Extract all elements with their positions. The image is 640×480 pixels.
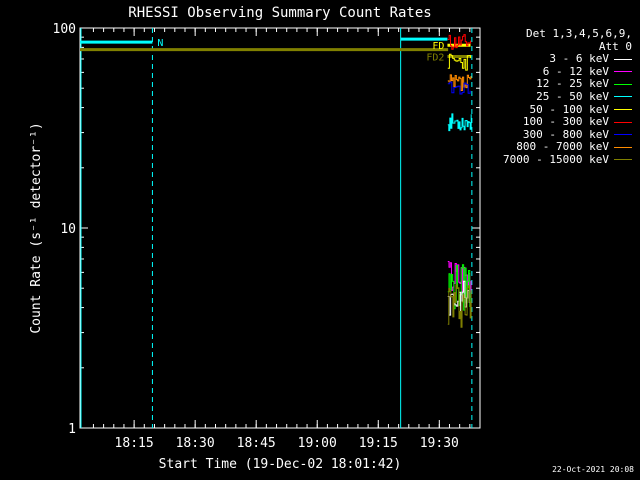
- x-axis-label: Start Time (19-Dec-02 18:01:42): [159, 457, 402, 472]
- x-tick-label: 19:00: [298, 436, 337, 451]
- legend-item: 25 - 50 keV: [503, 89, 632, 104]
- legend-title: Det 1,3,4,5,6,9,: [526, 27, 632, 40]
- legend-label: 50 - 100 keV: [529, 102, 609, 116]
- legend-swatch: [614, 146, 632, 148]
- x-tick-label: 19:30: [420, 436, 459, 451]
- legend-label: 6 - 12 keV: [542, 64, 609, 78]
- x-tick-label: 18:30: [176, 436, 215, 451]
- y-axis-label: Count Rate (s⁻¹ detector⁻¹): [29, 122, 44, 333]
- series-line: [447, 81, 471, 95]
- chart-title: RHESSI Observing Summary Count Rates: [128, 5, 431, 21]
- flag-label: N: [157, 38, 163, 49]
- legend-swatch: [614, 121, 632, 123]
- legend-swatch: [614, 109, 632, 111]
- legend-item: 12 - 25 keV: [503, 78, 632, 91]
- legend-item: 50 - 100 keV: [503, 102, 632, 117]
- legend-subtitle: Att 0: [598, 39, 632, 53]
- legend-swatch: [614, 83, 632, 85]
- legend-label: 300 - 800 keV: [522, 127, 609, 141]
- legend-swatch: [614, 58, 632, 60]
- series-line: [447, 74, 472, 92]
- legend-item: 300 - 800 keV: [503, 127, 632, 142]
- flag-label: FD2: [426, 53, 444, 64]
- series-line: [447, 34, 472, 50]
- x-tick-label: 18:15: [115, 436, 154, 451]
- legend-item: 100 - 300 keV: [503, 115, 632, 129]
- legend-swatch: [614, 71, 632, 73]
- series-line: [447, 53, 472, 71]
- timestamp: 22-Oct-2021 20:08: [552, 465, 634, 474]
- x-tick-label: 19:15: [359, 436, 398, 451]
- legend-swatch: [614, 96, 632, 98]
- legend-label: 7000 - 15000 keV: [503, 152, 609, 166]
- y-tick-label: 10: [60, 222, 76, 237]
- legend-swatch: [614, 159, 632, 161]
- legend: Det 1,3,4,5,6,9, Att 0 3 - 6 keV 6 - 12 k…: [503, 27, 632, 167]
- legend-label: 100 - 300 keV: [522, 115, 609, 129]
- plot-frame: [79, 27, 481, 429]
- legend-item: 7000 - 15000 keV: [503, 152, 632, 167]
- legend-label: 12 - 25 keV: [536, 77, 609, 91]
- legend-label: 3 - 6 keV: [549, 52, 609, 66]
- y-tick-label: 100: [53, 22, 76, 37]
- series-line: [447, 284, 472, 328]
- legend-item: 6 - 12 keV: [503, 64, 632, 79]
- legend-label: 25 - 50 keV: [536, 89, 609, 103]
- legend-item: 3 - 6 keV: [503, 52, 632, 66]
- series-line: [447, 113, 472, 132]
- legend-swatch: [614, 134, 632, 136]
- legend-label: 800 - 7000 keV: [516, 140, 609, 154]
- x-tick-label: 18:45: [237, 436, 276, 451]
- flag-label: FD: [432, 41, 444, 52]
- legend-item: 800 - 7000 keV: [503, 141, 632, 154]
- y-tick-label: 1: [68, 422, 76, 437]
